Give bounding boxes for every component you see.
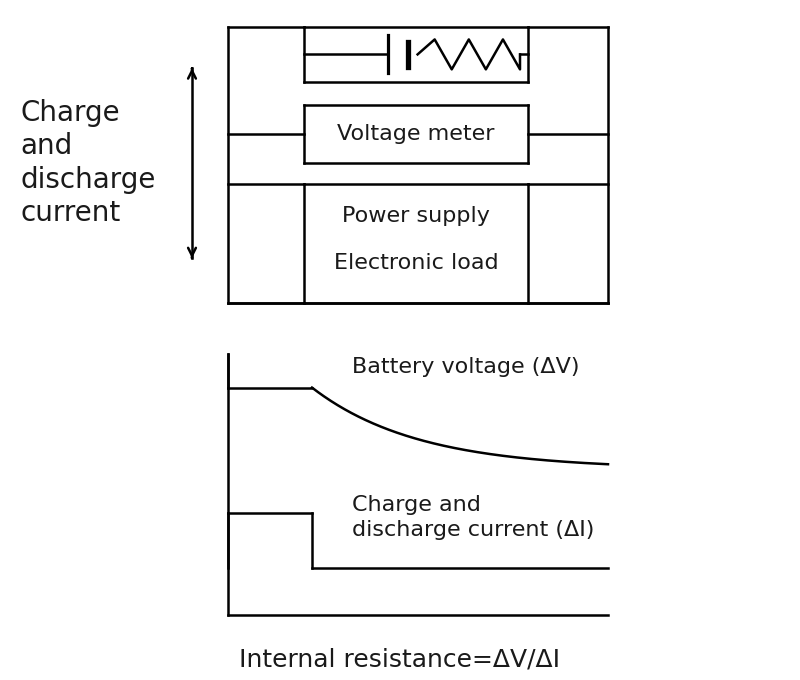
Text: Voltage meter: Voltage meter [338, 124, 494, 144]
Text: Internal resistance=ΔV/ΔI: Internal resistance=ΔV/ΔI [239, 647, 561, 672]
Text: Charge
and
discharge
current: Charge and discharge current [20, 99, 155, 227]
Text: Battery voltage (ΔV): Battery voltage (ΔV) [352, 357, 579, 377]
Text: Charge and: Charge and [352, 494, 481, 515]
Text: Electronic load: Electronic load [334, 254, 498, 273]
Text: discharge current (ΔI): discharge current (ΔI) [352, 520, 594, 541]
Text: Power supply: Power supply [342, 206, 490, 226]
